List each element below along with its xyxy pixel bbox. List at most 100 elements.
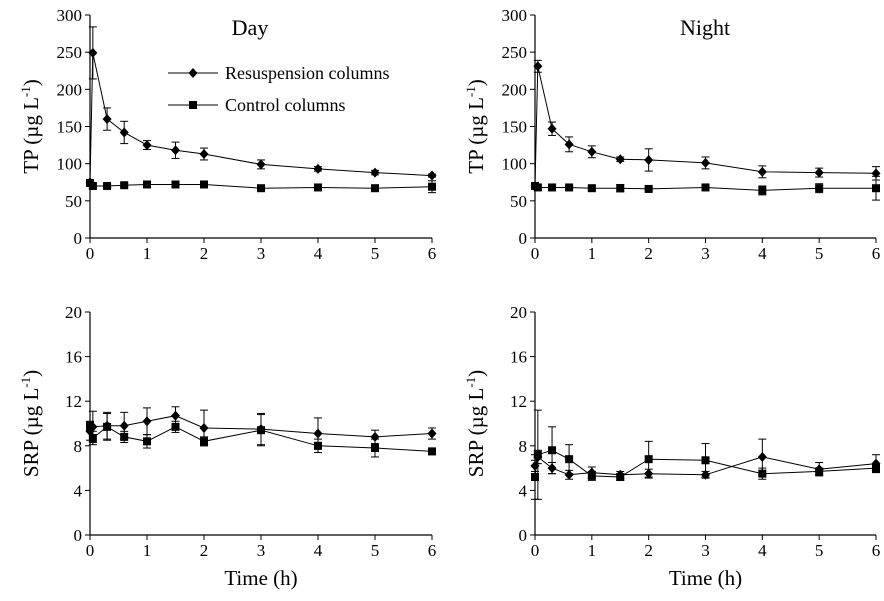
series-control [531,409,880,500]
x-tick-label: 4 [314,541,323,560]
data-point-square [616,184,625,193]
y-tick-label: 12 [510,392,527,411]
x-tick-label: 5 [371,541,380,560]
y-tick-label: 8 [519,437,528,456]
legend: Resuspension columns Control columns [168,63,390,115]
y-tick-label: 16 [65,348,82,367]
data-point-square [86,421,94,430]
x-tick-label: 4 [314,244,323,263]
x-tick-label: 2 [644,244,653,263]
data-point-diamond [427,428,437,439]
data-point-square [644,455,653,464]
series-control [531,175,880,201]
x-tick-label: 4 [758,541,767,560]
data-point-diamond [313,163,323,174]
data-point-diamond [533,61,543,72]
x-tick-label: 5 [371,244,380,263]
x-tick-label: 6 [872,541,881,560]
data-point-diamond [564,469,574,480]
data-point-diamond [757,166,767,177]
x-tick-label: 1 [143,244,152,263]
data-point-square [257,426,265,435]
data-point-square [103,181,112,190]
y-tick-label: 0 [74,526,83,545]
x-tick-label: 4 [758,244,767,263]
y-tick-label: 100 [502,155,528,174]
y-axis-label: SRP (µg L-1) [463,370,488,477]
data-point-diamond [615,154,625,165]
legend-marker-diamond [188,68,198,78]
x-tick-label: 3 [257,541,266,560]
y-tick-label: 150 [57,118,83,137]
data-point-square [533,450,542,459]
data-point-square [88,433,97,442]
data-point-diamond [199,149,209,160]
data-point-square [587,184,596,193]
y-tick-label: 20 [65,303,82,322]
data-point-square [815,184,824,193]
x-axis-label: Time (h) [224,566,297,590]
series-control [86,178,436,194]
data-point-diamond [119,127,129,138]
y-axis-label: TP (µg L-1) [18,79,43,174]
data-point-diamond [102,114,112,125]
panel-title: Day [232,15,269,40]
data-point-square [565,455,574,464]
x-tick-label: 0 [86,541,95,560]
data-point-square [548,446,557,455]
y-tick-label: 16 [510,348,527,367]
data-point-square [428,447,436,456]
y-axis-label-text: SRP (µg L [19,388,43,478]
data-point-diamond [427,170,437,181]
data-point-square [314,183,322,192]
data-point-square [200,437,208,446]
y-tick-label: 200 [57,80,83,99]
data-point-diamond [564,139,574,150]
y-tick-label: 200 [502,80,528,99]
data-point-square [587,471,596,480]
data-point-square [533,183,542,192]
data-point-square [701,456,710,465]
data-point-diamond [547,123,557,134]
data-point-square [143,437,151,446]
y-tick-label: 0 [519,229,528,248]
y-tick-label: 4 [519,481,528,500]
y-axis-label: SRP (µg L-1) [18,370,43,477]
data-point-square [644,184,653,193]
legend-item-resuspension: Resuspension columns [168,63,390,83]
x-tick-label: 5 [815,541,824,560]
y-axis-label-text: TP (µg L [464,97,488,174]
data-point-square [88,181,97,190]
data-point-diamond [313,428,323,439]
data-point-diamond [644,154,654,165]
data-point-square [103,422,112,431]
data-point-square [120,432,129,441]
data-point-square [428,182,436,191]
data-point-diamond [142,416,152,427]
legend-item-control: Control columns [168,95,346,115]
y-axis-label-close: ) [19,79,43,86]
data-point-square [548,183,557,192]
y-tick-label: 8 [74,437,83,456]
y-tick-label: 250 [57,43,83,62]
x-tick-label: 1 [588,244,597,263]
y-tick-label: 0 [74,229,83,248]
data-point-diamond [142,140,152,151]
x-tick-label: 2 [644,541,653,560]
data-point-square [758,469,767,478]
y-axis-label-superscript: -1 [463,86,478,97]
data-point-square [120,181,129,190]
x-axis-label: Time (h) [669,566,742,590]
series-control [86,412,436,458]
data-point-square [616,473,625,482]
y-tick-label: 0 [519,526,528,545]
data-point-square [371,444,379,453]
panel-2: 0 50 100 150 200 250 300 0 1 2 3 4 5 6 Night TP (µg L-1… [463,6,881,263]
y-axis-label: TP (µg L-1) [463,79,488,174]
legend-label: Resuspension columns [225,63,390,83]
y-tick-label: 12 [65,392,82,411]
data-point-square [171,422,180,431]
